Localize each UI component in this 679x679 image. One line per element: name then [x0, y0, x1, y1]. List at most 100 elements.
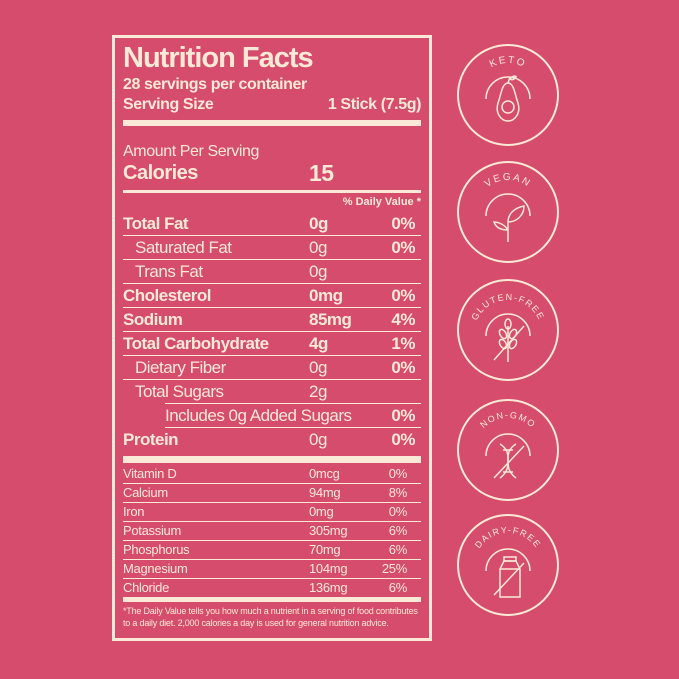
serving-size: Serving Size 1 Stick (7.5g) — [123, 96, 421, 114]
badge-label: DAIRY-FREE — [473, 525, 542, 550]
nutrient-row: Sodium 85mg 4% — [123, 308, 421, 332]
nutrient-row: Dietary Fiber 0g 0% — [123, 356, 421, 380]
vitamin-dv: 6% — [388, 542, 408, 557]
divider-thick — [123, 597, 421, 602]
nutrient-amount: 0g — [309, 262, 327, 281]
nutrient-name: Saturated Fat — [135, 238, 232, 257]
avocado-icon — [496, 75, 520, 122]
milk-carton-crossed-icon — [493, 556, 525, 598]
badge-label: KETO — [488, 55, 526, 70]
leaf-sprout-icon — [492, 205, 525, 242]
nutrient-dv: 4% — [391, 310, 415, 329]
vitamin-amount: 136mg — [309, 580, 348, 595]
vitamin-amount: 0mcg — [309, 466, 340, 481]
daily-value-header: % Daily Value * — [342, 196, 421, 208]
vitamin-row: Chloride 136mg 6% — [123, 579, 421, 597]
divider-thick — [123, 120, 421, 126]
nutrient-row: Total Carbohydrate 4g 1% — [123, 332, 421, 356]
keto-badge: KETO — [457, 44, 559, 146]
nutrient-amount: 0g — [309, 358, 327, 377]
nutrient-row: Cholesterol 0mg 0% — [123, 284, 421, 308]
nutrient-name: Trans Fat — [135, 262, 203, 281]
serving-size-value: 1 Stick (7.5g) — [327, 96, 422, 113]
vitamin-row: Phosphorus 70mg 6% — [123, 541, 421, 560]
nutrient-dv: 0% — [391, 358, 415, 377]
nutrient-amount: 0g — [309, 214, 328, 233]
nutrient-dv: 0% — [391, 286, 415, 305]
servings-per-container: 28 servings per container — [123, 76, 307, 93]
vitamin-row: Iron 0mg 0% — [123, 503, 421, 522]
vitamin-name: Magnesium — [123, 561, 188, 576]
svg-text:VEGAN: VEGAN — [483, 172, 533, 190]
nutrient-name: Total Carbohydrate — [123, 334, 269, 353]
nutrient-row: Total Fat 0g 0% — [123, 212, 421, 236]
non-gmo-badge: NON-GMO — [457, 399, 559, 501]
svg-text:GLUTEN-FREE: GLUTEN-FREE — [469, 292, 546, 322]
nutrient-dv: 1% — [391, 334, 415, 353]
dairy-free-badge: DAIRY-FREE — [457, 514, 559, 616]
vitamin-amount: 70mg — [309, 542, 341, 557]
vitamin-row: Potassium 305mg 6% — [123, 522, 421, 541]
nutrient-name: Includes 0g Added Sugars — [165, 406, 352, 425]
nutrition-facts-label: Nutrition Facts 28 servings per containe… — [112, 35, 432, 641]
divider-medium — [123, 190, 421, 193]
vitamin-name: Iron — [123, 504, 145, 519]
divider-thick — [123, 456, 421, 463]
nutrient-row: Includes 0g Added Sugars 0% — [165, 403, 421, 428]
gluten-free-badge: GLUTEN-FREE — [457, 279, 559, 381]
serving-size-label: Serving Size — [123, 96, 214, 113]
nutrient-amount: 2g — [309, 382, 327, 401]
vitamin-name: Potassium — [123, 523, 181, 538]
nutrient-name: Protein — [123, 430, 179, 449]
vitamin-row: Calcium 94mg 8% — [123, 484, 421, 503]
nutrient-name: Total Sugars — [135, 382, 224, 401]
nutrient-amount: 85mg — [309, 310, 352, 329]
vitamin-dv: 0% — [388, 504, 408, 519]
nutrient-name: Total Fat — [123, 214, 189, 233]
vitamin-amount: 0mg — [309, 504, 334, 519]
vitamin-table: Vitamin D 0mcg 0% Calcium 94mg 8% Iron 0mg 0% … — [123, 465, 421, 597]
nutrient-name: Dietary Fiber — [135, 358, 226, 377]
nutrient-name: Sodium — [123, 310, 183, 329]
badge-label: GLUTEN-FREE — [469, 292, 545, 322]
nutrient-dv: 0% — [391, 238, 415, 257]
vitamin-dv: 25% — [381, 561, 407, 576]
svg-text:DAIRY-FREE: DAIRY-FREE — [473, 525, 543, 550]
nutrient-name: Cholesterol — [123, 286, 212, 305]
nutrient-amount: 0mg — [309, 286, 343, 305]
vitamin-amount: 305mg — [309, 523, 348, 538]
vitamin-amount: 94mg — [309, 485, 341, 500]
vitamin-name: Chloride — [123, 580, 170, 595]
vitamin-name: Phosphorus — [123, 542, 190, 557]
vitamin-amount: 104mg — [309, 561, 348, 576]
vitamin-name: Calcium — [123, 485, 168, 500]
daily-value-footnote: *The Daily Value tells you how much a nu… — [123, 606, 418, 628]
nutrient-table: Total Fat 0g 0% Saturated Fat 0g 0% Trans Fa… — [123, 212, 421, 451]
vitamin-row: Magnesium 104mg 25% — [123, 560, 421, 579]
vitamin-dv: 6% — [388, 523, 408, 538]
calories-label: Calories — [123, 162, 198, 184]
calories-value: 15 — [309, 160, 334, 186]
nutrient-row: Total Sugars 2g — [123, 380, 421, 403]
vitamin-dv: 0% — [388, 466, 408, 481]
nutrient-row: Saturated Fat 0g 0% — [123, 236, 421, 260]
wheat-crossed-icon — [493, 318, 525, 362]
nutrient-dv: 0% — [391, 214, 415, 233]
nutrient-amount: 0g — [309, 238, 327, 257]
vitamin-name: Vitamin D — [123, 466, 177, 481]
vitamin-dv: 8% — [388, 485, 408, 500]
nutrient-row: Protein 0g 0% — [123, 428, 421, 451]
nutrient-dv: 0% — [391, 406, 415, 425]
dna-crossed-icon — [493, 443, 525, 479]
badge-label: NON-GMO — [478, 410, 536, 430]
vitamin-row: Vitamin D 0mcg 0% — [123, 465, 421, 484]
amount-per-serving: Amount Per Serving — [123, 143, 259, 160]
nutrient-amount: 0g — [309, 430, 327, 449]
badge-label: VEGAN — [483, 172, 531, 190]
vitamin-dv: 6% — [388, 580, 408, 595]
svg-text:KETO: KETO — [488, 55, 528, 70]
nutrient-amount: 4g — [309, 334, 328, 353]
svg-text:NON-GMO: NON-GMO — [478, 410, 538, 430]
label-title: Nutrition Facts — [123, 42, 314, 74]
nutrient-row: Trans Fat 0g — [123, 260, 421, 284]
